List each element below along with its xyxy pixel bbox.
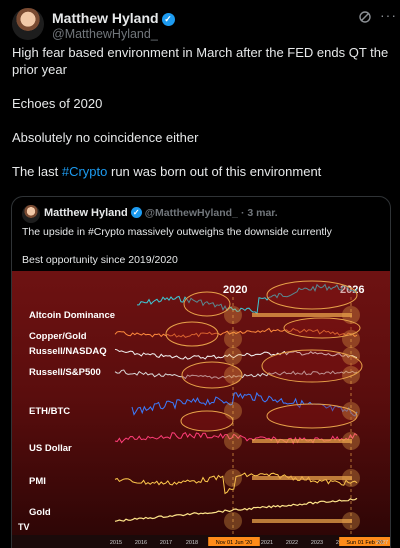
quote-line: The upside in #Crypto massively outweigh… bbox=[22, 226, 332, 238]
x-tick-label: 2016 bbox=[135, 540, 147, 546]
altcoin-line bbox=[137, 283, 358, 315]
highlight-dot bbox=[224, 432, 242, 450]
pmi-line bbox=[114, 472, 358, 495]
author-handle[interactable]: @MatthewHyland_ bbox=[52, 27, 158, 41]
series-label: Russell/NASDAQ bbox=[29, 346, 107, 357]
highlight-dot bbox=[342, 402, 360, 420]
highlight-ellipse bbox=[180, 410, 234, 432]
x-tick-label: 2027 bbox=[376, 540, 388, 546]
copper-line bbox=[114, 327, 358, 338]
series-label: PMI bbox=[29, 476, 46, 487]
quote-text: The upside in #Crypto massively outweigh… bbox=[22, 225, 382, 281]
verified-badge-icon: ✓ bbox=[130, 207, 142, 218]
highlight-bar bbox=[252, 313, 352, 317]
russell-sp-line bbox=[114, 369, 358, 380]
highlight-ellipse bbox=[181, 361, 243, 389]
highlight-dot bbox=[224, 469, 242, 487]
tick-highlight bbox=[339, 537, 390, 546]
highlight-dot bbox=[342, 366, 360, 384]
highlight-dot bbox=[342, 432, 360, 450]
highlight-bar bbox=[252, 476, 352, 480]
series-label: Gold bbox=[29, 507, 51, 518]
quote-handle[interactable]: @MatthewHyland_ bbox=[144, 207, 238, 219]
usd-line bbox=[114, 432, 358, 445]
tweet-line: High fear based environment in March aft… bbox=[12, 45, 389, 77]
russell-nasdaq-line bbox=[114, 348, 358, 360]
tweet-line: The last #Crypto run was born out of thi… bbox=[12, 164, 322, 179]
author-name[interactable]: Matthew Hyland ✓ bbox=[52, 10, 175, 26]
quote-date[interactable]: · 3 mar. bbox=[240, 207, 278, 219]
quote-header: Matthew Hyland ✓ @MatthewHyland_ · 3 mar. bbox=[44, 207, 278, 219]
highlight-bar bbox=[252, 439, 352, 443]
highlight-dot bbox=[224, 512, 242, 530]
highlight-dot bbox=[224, 330, 242, 348]
highlight-bar bbox=[252, 519, 352, 523]
highlight-ellipse bbox=[165, 321, 219, 347]
macro-comparison-chart: 2020 2026 Altcoin Dominance Copper/Gold Ru… bbox=[12, 280, 390, 548]
x-axis-strip bbox=[12, 535, 390, 548]
x-tick-label: 2017 bbox=[160, 540, 172, 546]
tweet-line: Echoes of 2020 bbox=[12, 96, 103, 111]
highlight-ellipse bbox=[283, 317, 361, 339]
highlight-dot bbox=[342, 330, 360, 348]
quote-avatar[interactable] bbox=[22, 205, 40, 223]
quoted-tweet[interactable]: Matthew Hyland ✓ @MatthewHyland_ · 3 mar.… bbox=[11, 196, 391, 548]
more-options-icon[interactable]: ··· bbox=[380, 7, 397, 23]
series-label: Russell/S&P500 bbox=[29, 367, 101, 378]
highlight-ellipse bbox=[266, 403, 358, 429]
year-marker-left: 2020 bbox=[223, 284, 247, 296]
hashtag-link[interactable]: #Crypto bbox=[61, 164, 108, 179]
grok-icon[interactable] bbox=[358, 10, 372, 27]
highlight-dot bbox=[224, 402, 242, 420]
series-label: ETH/BTC bbox=[29, 406, 70, 417]
x-tick-label: 2021 bbox=[261, 540, 273, 546]
verified-badge-icon: ✓ bbox=[161, 13, 175, 26]
highlight-dot bbox=[342, 347, 360, 365]
author-avatar[interactable] bbox=[12, 8, 44, 40]
x-tick-label: Sun 01 Feb '26 bbox=[346, 540, 383, 546]
highlight-dot bbox=[342, 469, 360, 487]
x-tick-label: 2022 bbox=[286, 540, 298, 546]
highlight-dot bbox=[342, 512, 360, 530]
x-tick-label: 2018 bbox=[186, 540, 198, 546]
highlight-ellipse bbox=[261, 349, 363, 383]
chart-image[interactable]: 2020 2026 Altcoin Dominance Copper/Gold Ru… bbox=[12, 271, 390, 548]
tradingview-logo: TV bbox=[18, 522, 30, 532]
highlight-ellipse bbox=[183, 291, 231, 317]
series-label: Copper/Gold bbox=[29, 331, 87, 342]
x-tick-label: 2023 bbox=[311, 540, 323, 546]
quote-author-name[interactable]: Matthew Hyland bbox=[44, 207, 128, 219]
series-label: Altcoin Dominance bbox=[29, 310, 115, 321]
tweet-line: Absolutely no coincidence either bbox=[12, 130, 199, 145]
highlight-dot bbox=[224, 366, 242, 384]
series-label: US Dollar bbox=[29, 443, 72, 454]
gold-line bbox=[114, 497, 358, 522]
year-marker-right: 2026 bbox=[340, 284, 364, 296]
highlight-dot bbox=[224, 306, 242, 324]
highlight-dot bbox=[342, 306, 360, 324]
x-tick-label: Nov 01 Jun '20 bbox=[216, 540, 253, 546]
quote-line: Best opportunity since 2019/2020 bbox=[22, 254, 178, 266]
tweet-text: High fear based environment in March aft… bbox=[12, 44, 392, 197]
x-tick-label: 2015 bbox=[110, 540, 122, 546]
highlight-ellipse bbox=[266, 280, 358, 310]
highlight-dot bbox=[224, 347, 242, 365]
tick-highlight bbox=[208, 537, 260, 546]
